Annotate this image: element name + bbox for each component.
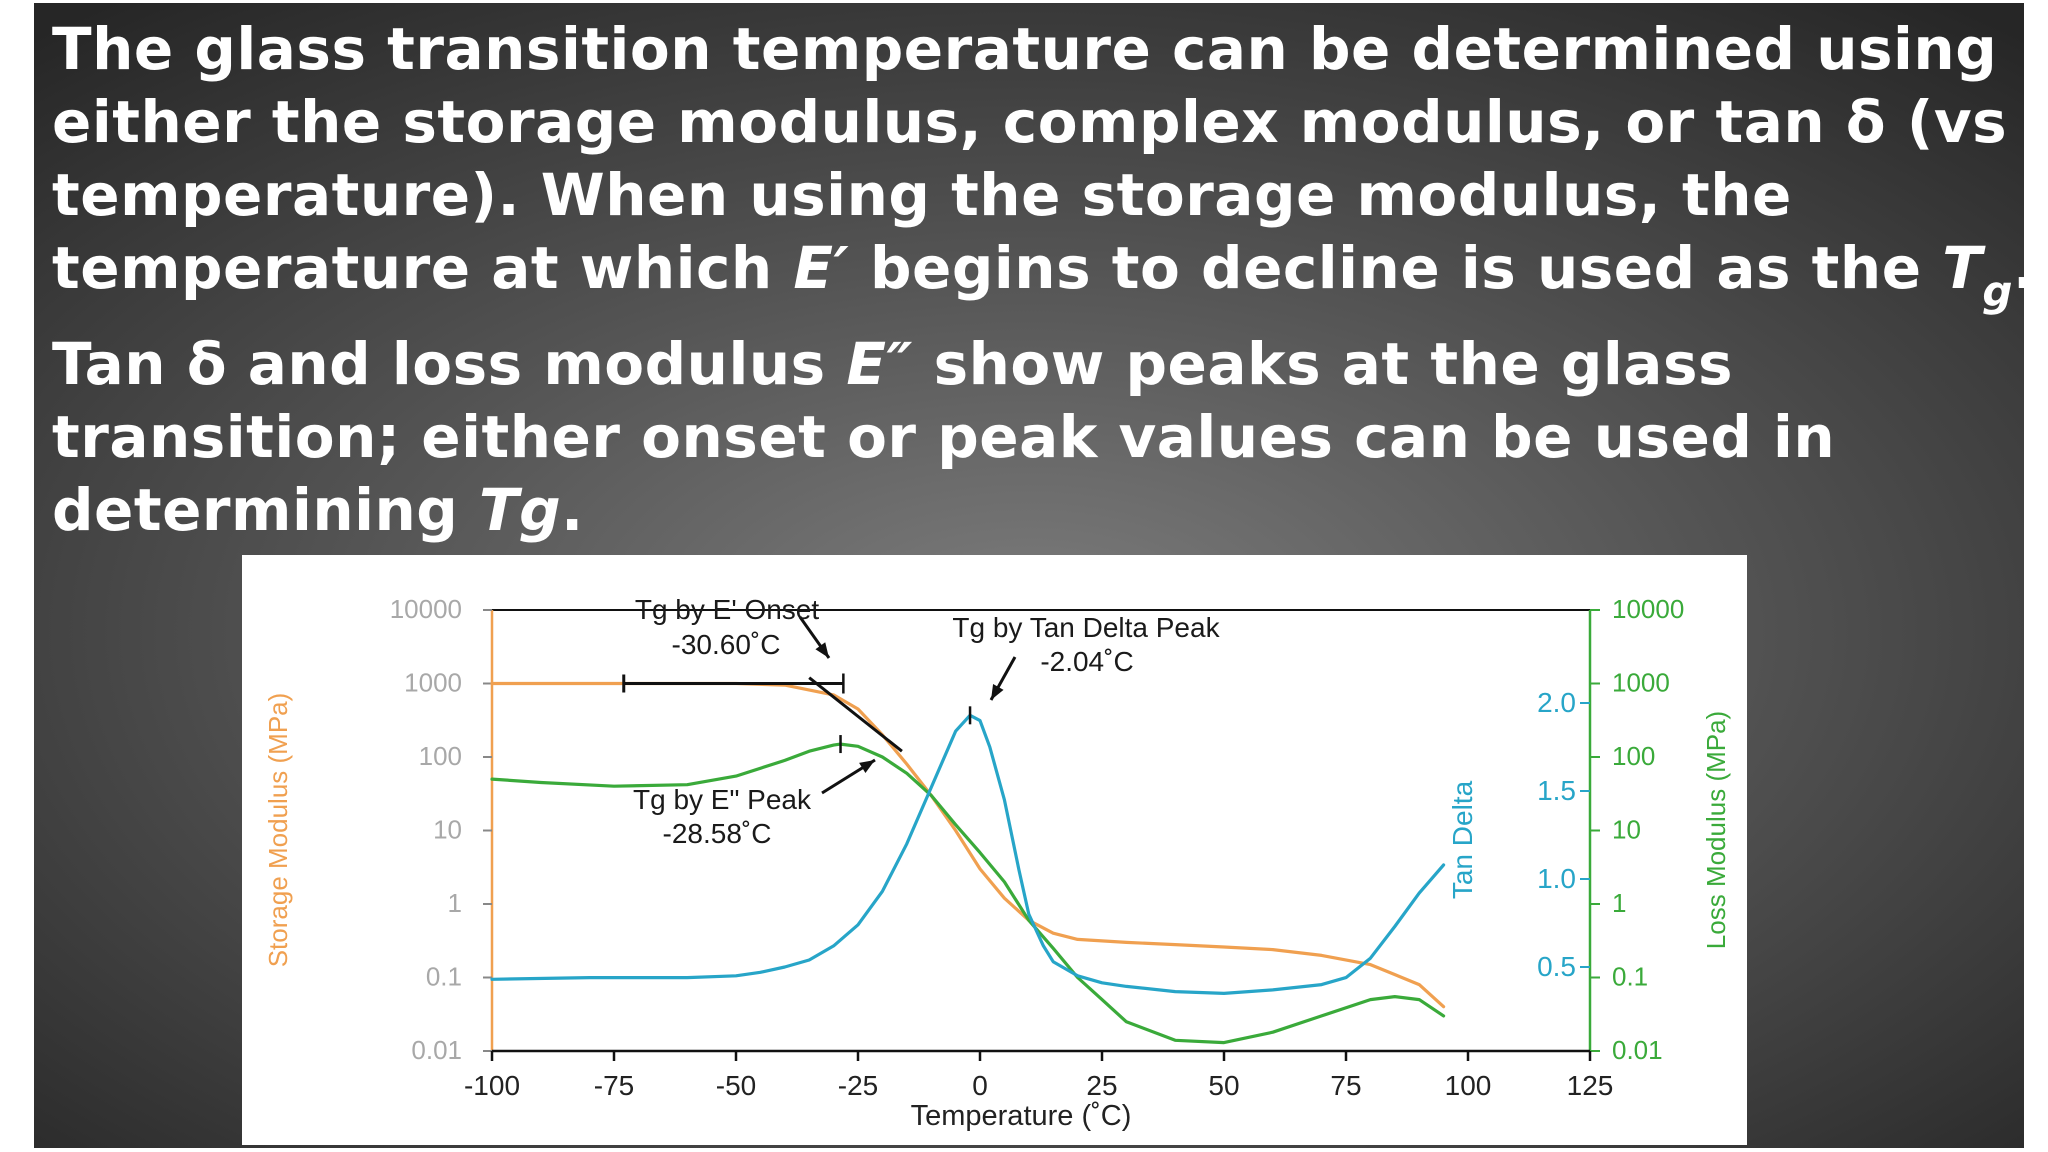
x-tick-label: 50 <box>1208 1070 1239 1101</box>
text-segment: temperature at which <box>52 234 794 302</box>
text-segment: The glass transition temperature can be … <box>52 15 1998 83</box>
tan-tick-label: 0.5 <box>1537 951 1576 982</box>
text-line: either the storage modulus, complex modu… <box>52 86 2012 159</box>
x-tick-label: -75 <box>594 1070 634 1101</box>
x-tick-label: 25 <box>1086 1070 1117 1101</box>
text-segment: temperature). When using the storage mod… <box>52 161 1792 229</box>
annotation-label: -30.60˚C <box>672 629 781 660</box>
text-segment: Tg <box>479 476 562 544</box>
right-tick-label: 1 <box>1612 888 1626 918</box>
text-segment: either the storage modulus, complex modu… <box>52 88 2008 156</box>
left-tick-label: 10000 <box>390 594 462 624</box>
tan-tick-label: 1.0 <box>1537 863 1576 894</box>
text-segment: begins to decline is used as the <box>849 234 1943 302</box>
left-tick-label: 0.1 <box>426 962 462 992</box>
text-line: temperature at which E′ begins to declin… <box>52 232 2035 328</box>
onset-tangent-line <box>808 676 903 753</box>
storage-axis-title: Storage Modulus (MPa) <box>263 693 293 968</box>
left-tick-label: 10 <box>433 815 462 845</box>
x-tick-label: 75 <box>1330 1070 1361 1101</box>
text-line: transition; either onset or peak values … <box>52 401 2012 474</box>
tan-tick-label: 1.5 <box>1537 775 1576 806</box>
chart-panel: 10000 1000 100 10 1 0.1 0.01 10000 1000 100 10 1 0.1… <box>242 555 1747 1145</box>
x-tick-label: 0 <box>972 1070 988 1101</box>
right-tick-label: 10000 <box>1612 594 1684 624</box>
loss-modulus-line <box>490 742 1446 1045</box>
right-tick-label: 1000 <box>1612 668 1670 698</box>
text-segment: Tan δ and loss modulus <box>52 330 847 398</box>
right-tick-label: 100 <box>1612 741 1655 771</box>
text-segment: g <box>1982 267 2013 316</box>
text-line: determining Tg. <box>52 474 2012 547</box>
storage-modulus-line <box>490 681 1446 1009</box>
annotation-label: -2.04˚C <box>1040 646 1133 677</box>
text-segment: E′ <box>793 234 850 302</box>
right-tick-label: 10 <box>1612 815 1641 845</box>
left-tick-label: 1 <box>448 888 462 918</box>
text-line: temperature). When using the storage mod… <box>52 159 2012 232</box>
text-line: Tan δ and loss modulus E″ show peaks at … <box>52 328 2012 401</box>
tan-peak-arrow-head <box>991 683 1004 700</box>
annotation-label: Tg by E" Peak <box>633 784 812 815</box>
onset-arrow-head <box>815 642 829 658</box>
text-segment: determining <box>52 476 480 544</box>
annotation-label: Tg by Tan Delta Peak <box>952 612 1220 643</box>
left-tick-label: 1000 <box>404 668 462 698</box>
x-tick-label: -50 <box>716 1070 756 1101</box>
annotation-label: -28.58˚C <box>663 818 772 849</box>
text-segment: transition; either onset or peak values … <box>52 403 1836 471</box>
dma-chart: 1000010001001010.10.011000010001001010.1… <box>263 594 1731 1132</box>
loss-axis-title: Loss Modulus (MPa) <box>1701 711 1731 949</box>
annotation-label: Tg by E' Onset <box>635 594 820 625</box>
right-tick-label: 0.1 <box>1612 962 1648 992</box>
x-tick-label: -100 <box>464 1070 520 1101</box>
x-tick-label: -25 <box>838 1070 878 1101</box>
tan-delta-line <box>490 713 1446 995</box>
slide-body-text: The glass transition temperature can be … <box>52 13 2035 547</box>
x-tick-label: 100 <box>1445 1070 1492 1101</box>
text-segment: show peaks at the glass <box>912 330 1733 398</box>
text-segment: E″ <box>846 330 913 398</box>
left-tick-label: 100 <box>419 741 462 771</box>
text-segment: T <box>1942 234 1983 302</box>
loss-peak-arrow-head <box>859 760 875 774</box>
x-tick-label: 125 <box>1567 1070 1614 1101</box>
tan-tick-label: 2.0 <box>1537 687 1576 718</box>
text-line: The glass transition temperature can be … <box>52 13 2012 86</box>
tan-axis-title: Tan Delta <box>1447 780 1478 899</box>
right-tick-label: 0.01 <box>1612 1035 1663 1065</box>
text-segment: . <box>561 476 584 544</box>
left-tick-label: 0.01 <box>411 1035 462 1065</box>
text-segment: . <box>2012 234 2036 302</box>
x-axis-title: Temperature (˚C) <box>911 1100 1132 1132</box>
